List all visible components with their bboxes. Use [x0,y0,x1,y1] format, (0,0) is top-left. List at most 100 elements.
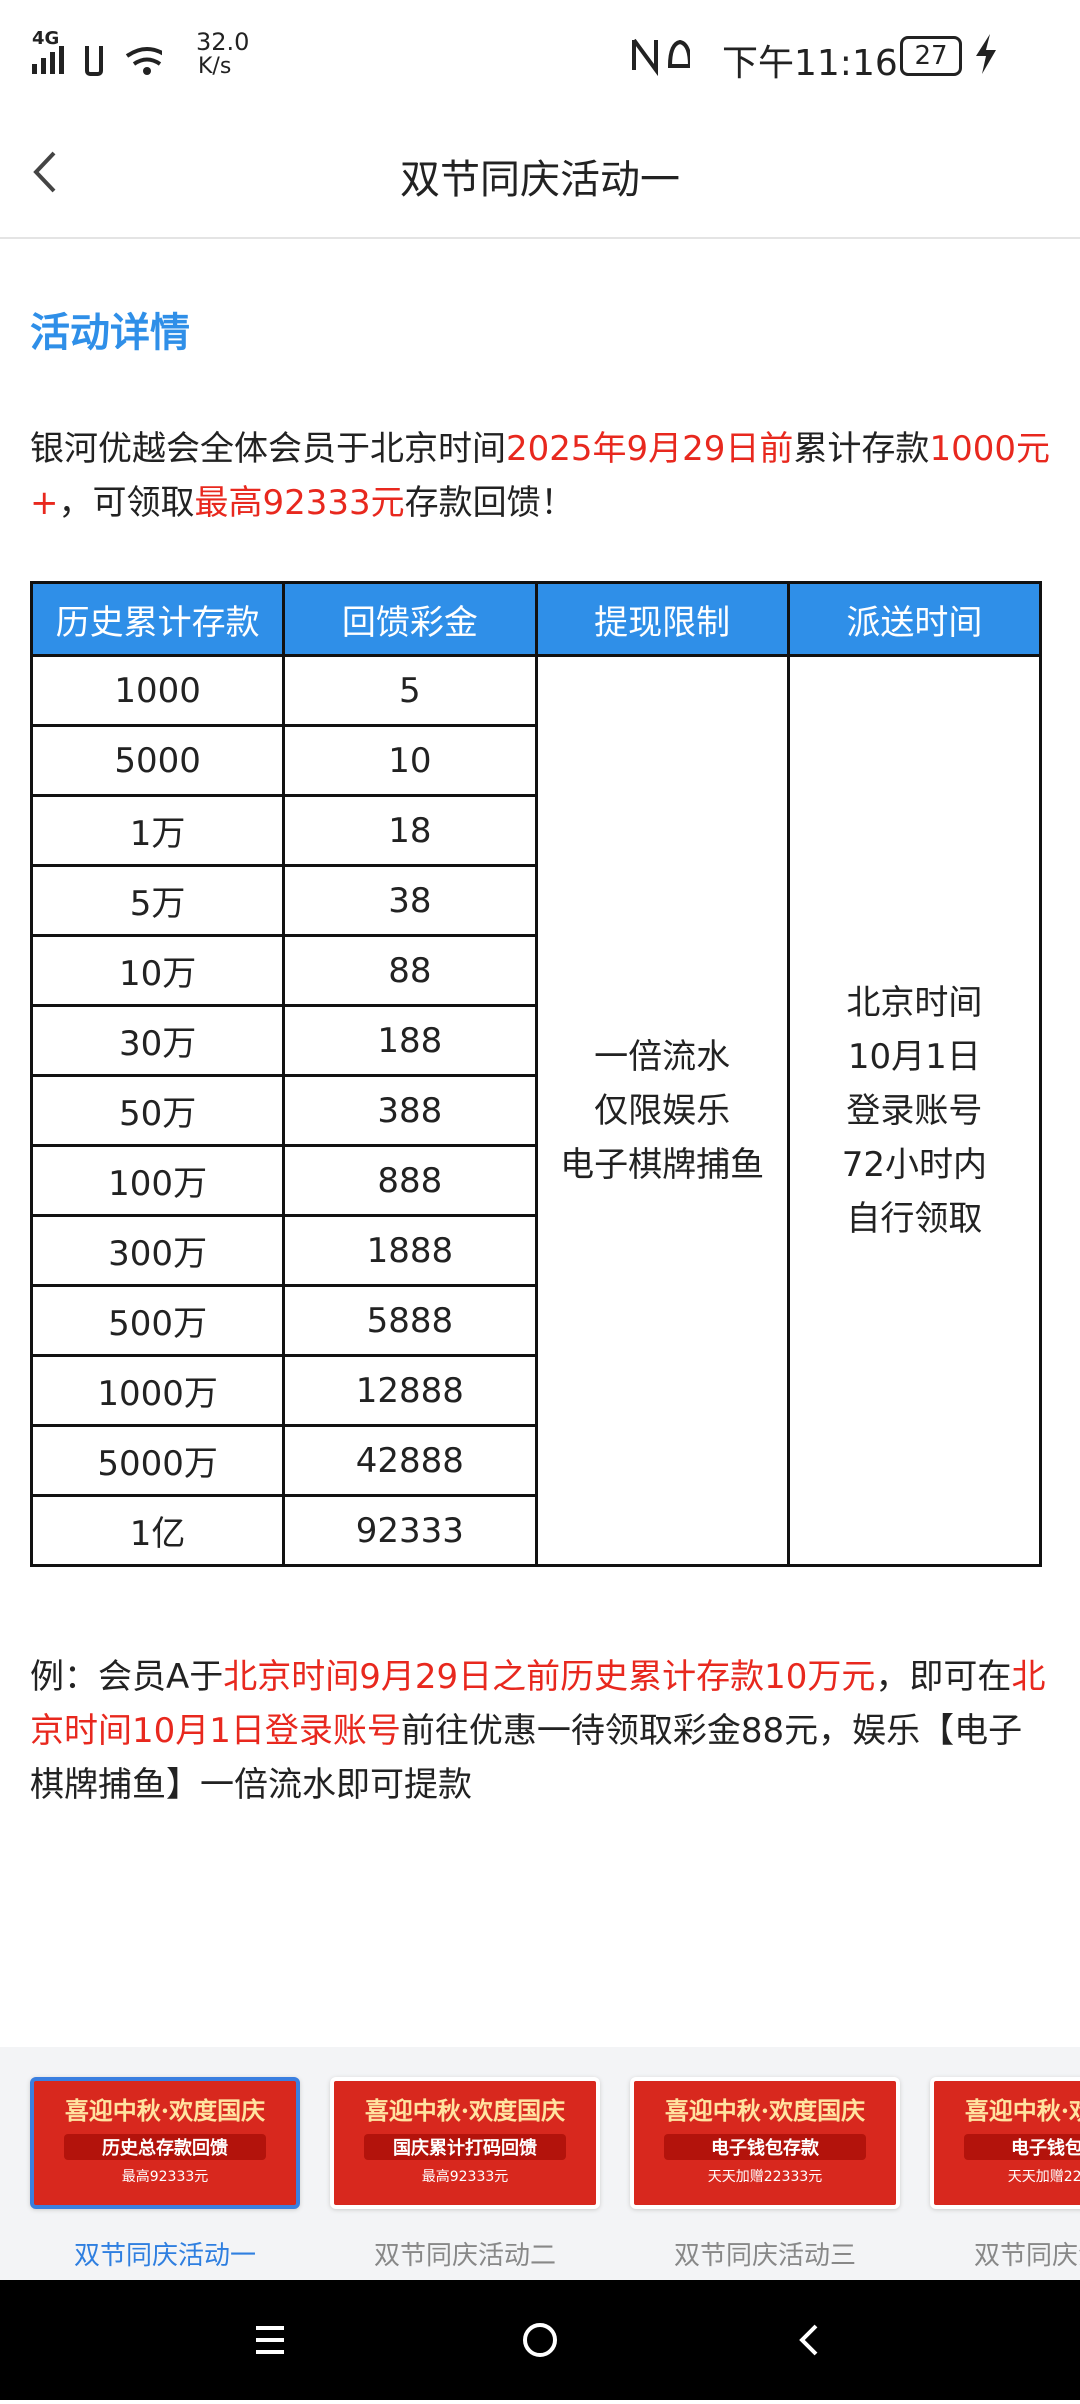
tab-banner: 喜迎中秋·欢度国庆 国庆累计打码回馈最高92333元 [330,2077,600,2209]
highlight-text: 最高92333元 [194,483,405,523]
tab[interactable]: 喜迎中秋·欢度国庆电子钱包存款天天加赠22333元双节同庆活动四 [930,2077,1080,2272]
status-icons [632,38,690,76]
tab-label: 双节同庆活动二 [373,2241,556,2271]
clock: 下午11:16 [722,43,898,84]
section-title: 活动详情 [30,310,190,356]
text: 累计存款 [793,429,930,469]
cell: 5 [282,654,538,727]
highlight-text: 1000元+ [30,429,1050,523]
table-row: 5000万 42888 [29,1424,1041,1497]
tab-banner: 喜迎中秋·欢度国庆 历史总存款回馈 最高92333元 [30,2077,300,2209]
text: 前往优惠一待领取彩金88元，娱乐【电子棋牌捕鱼】一倍流水即可提款 [30,1711,1023,1805]
tab-label: 双节同庆活动四 [973,2241,1080,2271]
delivery-line: 自行领取 [846,1198,983,1239]
table-row: 1000 5 一倍流水 仅限娱乐 电子棋牌捕鱼 北京时间 10月1日 登录账号 72小时内 自行领… [29,654,1043,1567]
cell: 1888 [282,1214,538,1287]
cell: 1000万 [29,1354,286,1427]
tab[interactable]: 喜迎中秋·欢度国庆 电子钱包存款天天加赠22333元双节同庆活动三 [630,2077,900,2272]
cell: 50万 [29,1074,286,1147]
text: ，可领取 [58,483,195,523]
cell: 10 [282,724,538,797]
cell: 10万 [29,934,286,1007]
banner-subtitle: 电子钱包存款 [664,2134,866,2160]
column-header: 历史累计存款 [29,581,286,657]
cell: 12888 [282,1354,538,1427]
page-title: 双节同庆活动一 [400,157,680,203]
intro-text: 银河优越会全体会员于北京时间2025年9月29日前累计存款1000元+，可领取最… [30,422,1050,530]
banner-title: 喜迎中秋·欢度国庆 [964,2096,1080,2125]
text: 银河优越会全体会员于北京时间 [30,429,506,469]
cell: 500万 [29,1284,286,1357]
banner-title: 喜迎中秋·欢度国庆 [364,2096,566,2125]
column-header: 派送时间 [786,581,1043,657]
cell: 88 [282,934,538,1007]
table-row: 500万 5888 [29,1284,1041,1357]
banner-subtitle: 国庆累计打码回馈 [364,2134,566,2160]
column-header: 提现限制 [534,581,790,657]
highlight-text: 北京时间9月29日之前历史累计存款10万元 [223,1657,876,1697]
reward-table: 历史累计存款 回馈彩金 提现限制 派送时间 1000 5 一倍流水 仅限娱乐 电子棋牌捕鱼 北京时… [29,581,1043,1567]
cell: 5000万 [29,1424,286,1497]
cell: 188 [282,1004,538,1077]
withdrawal-cell: 一倍流水 仅限娱乐 电子棋牌捕鱼 [534,654,790,1567]
cell: 5万 [29,864,286,937]
text: 存款回馈！ [404,483,575,523]
table-row: 5万 38 [29,864,1041,937]
highlight-text: 2025年9月29日前 [506,429,794,469]
cell: 1000 [29,654,286,727]
table-row: 1亿 92333 [29,1494,1041,1567]
banner-subtitle: 电子钱包存款 [964,2134,1080,2160]
net-speed-unit: K/s [198,54,232,79]
signal-icons [32,46,162,76]
text: 例：会员A于 [30,1657,224,1697]
banner-note: 最高92333元 [121,2169,209,2185]
cell: 38 [282,864,538,937]
cell: 388 [282,1074,538,1147]
banner-note: 天天加赠22333元 [1007,2169,1080,2185]
back-button[interactable] [30,149,60,195]
cell: 1亿 [29,1494,286,1567]
text: ，即可在 [875,1657,1012,1697]
withdrawal-line: 电子棋牌捕鱼 [560,1144,765,1185]
delivery-line: 北京时间 [846,982,983,1023]
table-row: 5000 10 [29,724,1041,797]
tab[interactable]: 喜迎中秋·欢度国庆 国庆累计打码回馈最高92333元双节同庆活动二 [330,2077,600,2272]
tab[interactable]: 喜迎中秋·欢度国庆 历史总存款回馈 最高92333元 双节同庆活动一 [30,2077,300,2272]
table-row: 30万 188 [29,1004,1041,1077]
cell: 92333 [282,1494,538,1567]
tab-label: 双节同庆活动三 [673,2241,856,2271]
banner-note: 天天加赠22333元 [707,2169,823,2185]
delivery-line: 10月1日 [847,1036,981,1077]
withdrawal-line: 仅限娱乐 [594,1090,731,1131]
table-row: 50万 388 [29,1074,1041,1147]
activity-tabs: 喜迎中秋·欢度国庆历史总存款回馈最高92333元双节同庆活动一 喜迎中秋·欢度国庆… [0,2047,1080,2280]
nav-icons [256,2323,818,2357]
delivery-line: 登录账号 [846,1090,983,1131]
cell: 18 [282,794,538,867]
cell: 42888 [282,1424,538,1497]
column-header: 回馈彩金 [282,581,538,657]
banner-note: 最高92333元 [421,2169,509,2185]
table-row: 300万 1888 [29,1214,1041,1287]
tab-label: 双节同庆活动一 [73,2241,256,2271]
header: 双节同庆活动一 [0,107,1080,239]
battery: 27 [900,36,962,76]
cell: 30万 [29,1004,286,1077]
banner-subtitle: 历史总存款回馈 [64,2134,266,2160]
cell: 5888 [282,1284,538,1357]
charging-icon [976,34,996,74]
table-row: 10万 88 [29,934,1041,1007]
highlight-text: 北京时间10月1日登录账号 [30,1657,1046,1751]
banner-title: 喜迎中秋·欢度国庆 [664,2096,866,2125]
nav-bar [0,2280,1080,2400]
cell: 300万 [29,1214,286,1287]
cell: 1万 [29,794,286,867]
net-speed: 32.0 [196,28,250,56]
cell: 5000 [29,724,286,797]
table-row: 1000万 12888 [29,1354,1041,1427]
table-row: 100万 888 [29,1144,1041,1217]
example-text: 例：会员A于北京时间9月29日之前历史累计存款10万元，即可在北京时间10月1日… [30,1650,1050,1812]
